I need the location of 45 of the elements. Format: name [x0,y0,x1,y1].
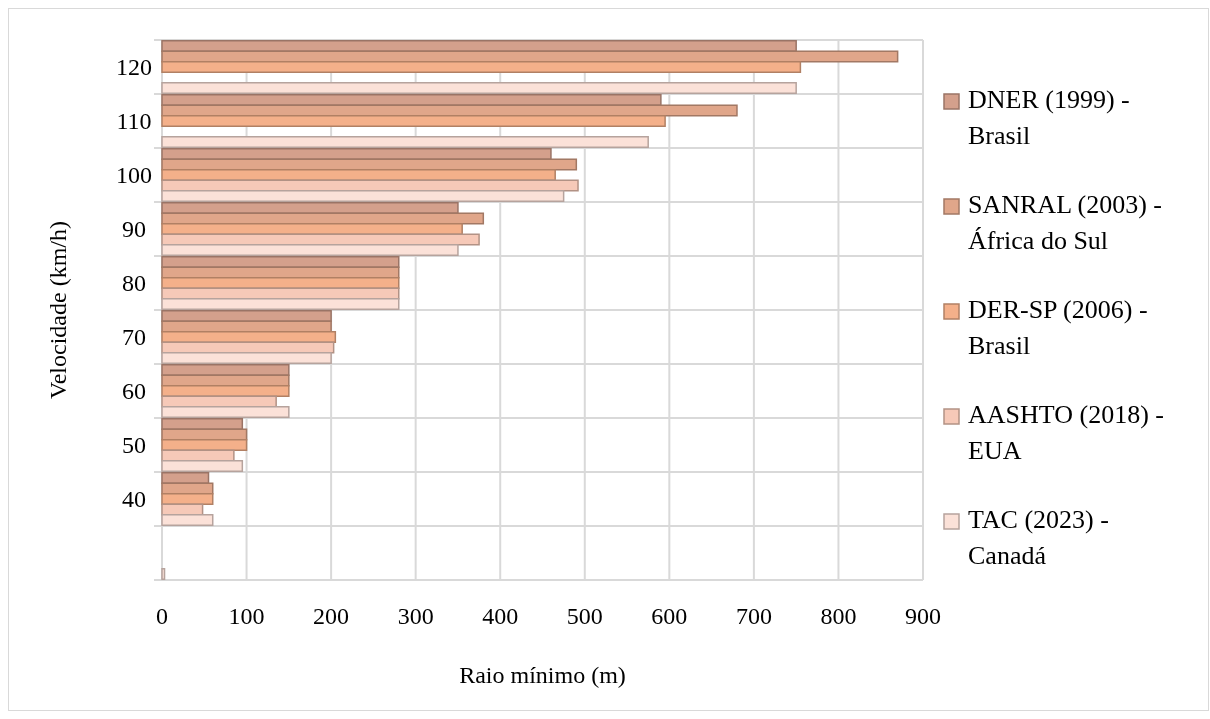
bar [161,169,556,181]
bar [161,277,400,289]
y-tick-label: 80 [122,270,146,296]
bar [161,460,244,473]
x-tick-label: 700 [735,603,772,629]
bar [161,385,290,397]
y-tick-label: 60 [122,378,146,404]
y-tick-label: 70 [122,324,146,350]
x-tick-label: 500 [566,603,603,629]
bar [161,61,802,73]
bar [161,223,463,235]
bar [161,115,666,127]
x-tick-label: 200 [313,603,350,629]
y-tick-label: 40 [122,486,146,512]
bar [161,244,459,257]
legend-label: AASHTO (2018) - EUA [968,400,1164,465]
bar [161,439,248,451]
legend-label: SANRAL (2003) - África do Sul [968,190,1163,255]
x-tick-label: 100 [228,603,265,629]
legend-label: DER-SP (2006) - Brasil [968,295,1148,360]
bar [161,406,290,419]
x-tick-label: 300 [397,603,434,629]
y-tick-label: 100 [116,162,152,188]
legend-label: TAC (2023) - Canadá [968,505,1109,570]
bar [161,568,166,581]
legend-label: DNER (1999) - Brasil [968,85,1130,150]
bar [161,136,649,149]
bar [161,352,332,365]
bar [161,493,214,505]
x-tick-label: 800 [820,603,857,629]
x-tick-label: 600 [651,603,688,629]
y-tick-label: 90 [122,216,146,242]
x-tick-label: 400 [482,603,519,629]
bar [161,82,797,95]
x-tick-label: 0 [156,603,168,629]
y-tick-label: 50 [122,432,146,458]
bar [161,331,337,343]
y-tick-label: 110 [116,108,152,134]
bar [161,514,214,527]
x-axis-title: Raio mínimo (m) [459,662,626,688]
y-tick-label: 120 [116,54,152,80]
y-axis-title: Velocidade (km/h) [45,221,71,399]
bar [161,298,400,311]
x-tick-label: 900 [905,603,941,629]
bar [161,190,565,203]
